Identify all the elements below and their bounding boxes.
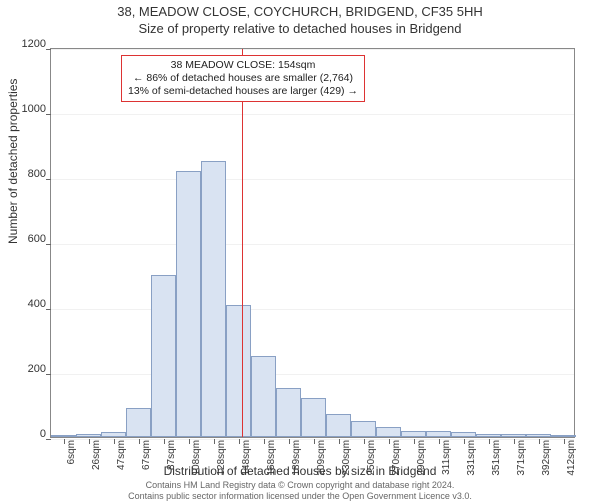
ytick-mark xyxy=(46,49,51,50)
reference-line xyxy=(242,49,243,437)
histogram-bar xyxy=(276,388,301,437)
xtick-mark xyxy=(439,439,440,444)
xtick-label: 250sqm xyxy=(366,440,377,476)
ytick-label: 200 xyxy=(28,363,46,375)
histogram-bar xyxy=(526,434,551,437)
xtick-mark xyxy=(314,439,315,444)
histogram-bar xyxy=(151,275,176,438)
xtick-label: 47sqm xyxy=(116,440,127,470)
histogram-bar xyxy=(401,431,426,438)
xtick-label: 371sqm xyxy=(516,440,527,476)
gridline xyxy=(51,374,574,375)
xtick-mark xyxy=(239,439,240,444)
xtick-mark xyxy=(289,439,290,444)
histogram-bar xyxy=(376,427,401,437)
gridline xyxy=(51,114,574,115)
xtick-mark xyxy=(489,439,490,444)
annotation-line1: 38 MEADOW CLOSE: 154sqm xyxy=(128,59,358,72)
xtick-label: 189sqm xyxy=(291,440,302,476)
histogram-bar xyxy=(426,431,451,438)
histogram-bar xyxy=(176,171,201,438)
gridline xyxy=(51,179,574,180)
xtick-label: 6sqm xyxy=(66,440,77,464)
histogram-bar xyxy=(51,435,76,437)
xtick-label: 412sqm xyxy=(566,440,577,476)
xtick-label: 67sqm xyxy=(141,440,152,470)
ytick-mark xyxy=(46,114,51,115)
annotation-line3: 13% of semi-detached houses are larger (… xyxy=(128,85,358,98)
xtick-mark xyxy=(64,439,65,444)
histogram-bar xyxy=(226,305,251,437)
xtick-mark xyxy=(539,439,540,444)
histogram-bar xyxy=(251,356,276,437)
y-axis-label: Number of detached properties xyxy=(6,79,20,244)
gridline xyxy=(51,244,574,245)
ytick-mark xyxy=(46,309,51,310)
histogram-bar xyxy=(326,414,351,437)
histogram-bar xyxy=(351,421,376,437)
footer-attribution: Contains HM Land Registry data © Crown c… xyxy=(0,480,600,502)
chart-container: 38 MEADOW CLOSE: 154sqm← 86% of detached… xyxy=(50,48,575,438)
xtick-mark xyxy=(164,439,165,444)
xtick-mark xyxy=(414,439,415,444)
xtick-label: 26sqm xyxy=(91,440,102,470)
ytick-label: 0 xyxy=(40,428,46,440)
ytick-mark xyxy=(46,374,51,375)
xtick-mark xyxy=(189,439,190,444)
histogram-bar xyxy=(76,434,101,437)
histogram-bar xyxy=(551,435,576,437)
xtick-mark xyxy=(514,439,515,444)
xtick-mark xyxy=(339,439,340,444)
histogram-bar xyxy=(476,434,501,437)
ytick-label: 400 xyxy=(28,298,46,310)
annotation-line2: ← 86% of detached houses are smaller (2,… xyxy=(128,72,358,85)
footer-line1: Contains HM Land Registry data © Crown c… xyxy=(0,480,600,491)
histogram-bar xyxy=(301,398,326,437)
xtick-mark xyxy=(464,439,465,444)
xtick-label: 311sqm xyxy=(441,440,452,475)
gridline xyxy=(51,49,574,50)
xtick-mark xyxy=(214,439,215,444)
xtick-mark xyxy=(89,439,90,444)
xtick-mark xyxy=(364,439,365,444)
ytick-mark xyxy=(46,439,51,440)
xtick-label: 108sqm xyxy=(191,440,202,476)
footer-line2: Contains public sector information licen… xyxy=(0,491,600,502)
xtick-label: 209sqm xyxy=(316,440,327,476)
xtick-label: 392sqm xyxy=(541,440,552,476)
ytick-mark xyxy=(46,179,51,180)
xtick-mark xyxy=(564,439,565,444)
xtick-label: 351sqm xyxy=(491,440,502,476)
xtick-label: 270sqm xyxy=(391,440,402,476)
title-address: 38, MEADOW CLOSE, COYCHURCH, BRIDGEND, C… xyxy=(0,4,600,19)
ytick-mark xyxy=(46,244,51,245)
xtick-label: 148sqm xyxy=(241,440,252,476)
xtick-mark xyxy=(139,439,140,444)
xtick-label: 230sqm xyxy=(341,440,352,476)
histogram-bar xyxy=(201,161,226,437)
xtick-label: 331sqm xyxy=(466,440,477,476)
ytick-label: 800 xyxy=(28,168,46,180)
ytick-label: 1000 xyxy=(22,103,46,115)
xtick-label: 290sqm xyxy=(416,440,427,476)
histogram-bar xyxy=(126,408,151,437)
gridline xyxy=(51,309,574,310)
title-subtitle: Size of property relative to detached ho… xyxy=(0,21,600,36)
annotation-box: 38 MEADOW CLOSE: 154sqm← 86% of detached… xyxy=(121,55,365,102)
ytick-label: 600 xyxy=(28,233,46,245)
histogram-bar xyxy=(101,432,126,437)
xtick-mark xyxy=(264,439,265,444)
xtick-mark xyxy=(114,439,115,444)
ytick-label: 1200 xyxy=(22,38,46,50)
xtick-label: 87sqm xyxy=(166,440,177,470)
histogram-bar xyxy=(451,432,476,437)
xtick-label: 128sqm xyxy=(216,440,227,476)
histogram-bar xyxy=(501,434,526,437)
xtick-mark xyxy=(389,439,390,444)
xtick-label: 168sqm xyxy=(266,440,277,476)
plot-area: 38 MEADOW CLOSE: 154sqm← 86% of detached… xyxy=(50,48,575,438)
